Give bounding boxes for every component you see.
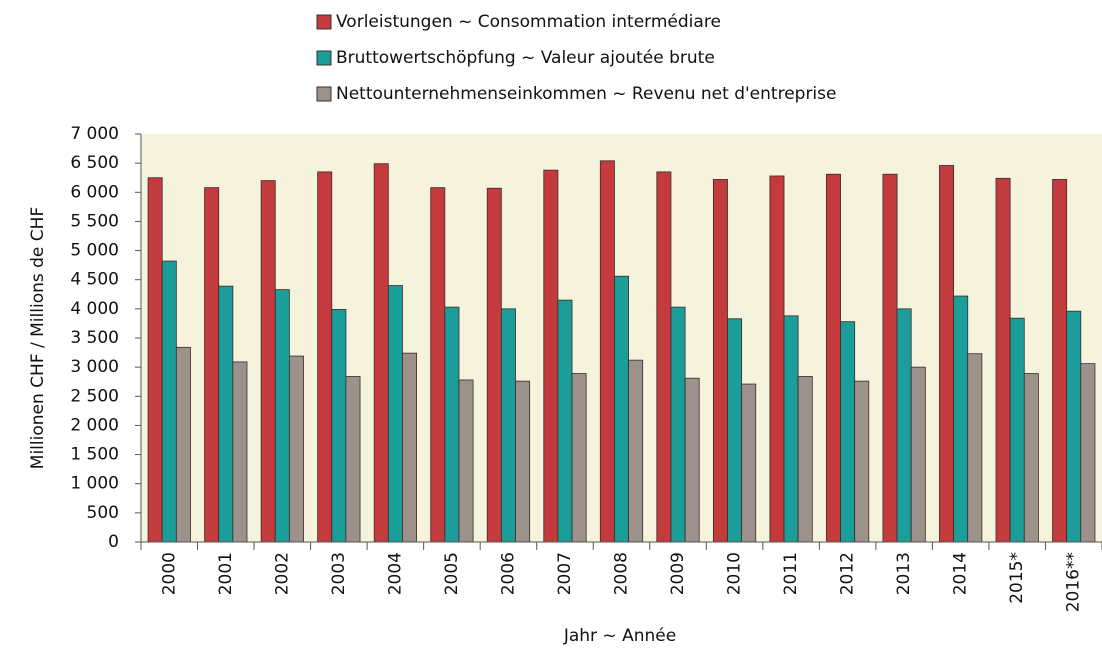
bar (854, 380, 870, 543)
x-tick-label: 2000 (159, 552, 179, 595)
bar (656, 171, 672, 543)
bar (670, 306, 686, 543)
bar (345, 376, 361, 543)
legend-swatch (316, 86, 332, 102)
bar (1052, 179, 1068, 543)
bar (204, 187, 220, 543)
bar (797, 376, 813, 543)
bar (882, 173, 898, 543)
bar (543, 169, 559, 543)
bar (232, 361, 248, 543)
legend-swatch (316, 50, 332, 66)
bar (387, 285, 403, 543)
x-tick-label: 2004 (385, 552, 405, 595)
bar (430, 187, 446, 543)
x-tick-label: 2008 (612, 552, 632, 595)
y-tick-label: 3 000 (70, 357, 119, 377)
legend-label: Nettounternehmenseinkommen ~ Revenu net … (336, 84, 836, 104)
bar (741, 383, 757, 543)
bar (910, 366, 926, 543)
y-tick-label: 5 500 (70, 211, 119, 231)
x-tick-label: 2011 (781, 552, 801, 595)
bar (373, 163, 389, 543)
bar (1009, 317, 1025, 543)
legend-swatch (316, 14, 332, 30)
y-tick-label: 2 500 (70, 386, 119, 406)
bar (826, 173, 841, 543)
bar (444, 306, 460, 543)
bar (274, 289, 290, 543)
y-axis-label: Millionen CHF / Millions de CHF (28, 207, 48, 469)
y-tick-label: 4 500 (70, 270, 119, 290)
x-tick-label: 2013 (894, 552, 914, 595)
bar (402, 352, 417, 543)
y-tick-label: 4 000 (70, 299, 119, 319)
y-tick-label: 3 500 (70, 328, 119, 348)
bar (712, 179, 728, 543)
bar (175, 346, 191, 543)
x-tick-label: 2007 (555, 552, 575, 595)
x-axis-label: Jahr ~ Année (563, 626, 676, 646)
bar (953, 295, 969, 543)
x-tick-label: 2009 (668, 552, 688, 595)
bar (769, 175, 785, 543)
bar (571, 373, 587, 543)
legend-label: Bruttowertschöpfung ~ Valeur ajoutée bru… (336, 48, 715, 68)
bar (288, 355, 304, 543)
x-tick-label: 2003 (329, 552, 349, 595)
bar (557, 299, 573, 543)
y-tick-label: 7 000 (70, 124, 119, 144)
y-tick-label: 2 000 (70, 415, 119, 435)
x-tick-label: 2015* (1007, 552, 1027, 604)
bar (967, 353, 983, 543)
y-tick-label: 1 000 (70, 474, 119, 494)
x-tick-label: 2005 (442, 552, 462, 595)
bar (939, 165, 955, 543)
x-tick-label: 2016** (1064, 552, 1084, 612)
bar (1080, 363, 1096, 543)
bar (331, 309, 347, 543)
bar (1066, 310, 1082, 543)
bar (161, 260, 177, 543)
bar (500, 308, 516, 543)
x-tick-label: 2012 (838, 552, 858, 595)
x-tick-label: 2010 (725, 552, 745, 595)
legend-label: Vorleistungen ~ Consommation intermédiar… (336, 12, 721, 32)
bar (896, 308, 912, 543)
y-tick-label: 1 500 (70, 445, 119, 465)
bar (783, 315, 799, 543)
x-tick-label: 2001 (216, 552, 236, 595)
x-tick-label: 2014 (951, 552, 971, 595)
x-tick-label: 2002 (272, 552, 292, 595)
y-tick-label: 6 500 (70, 153, 119, 173)
bar (599, 160, 615, 543)
y-tick-label: 6 000 (70, 182, 119, 202)
bar (614, 275, 629, 543)
bar (260, 180, 276, 543)
bar (515, 380, 531, 543)
bar (684, 377, 700, 543)
bar (628, 359, 644, 543)
y-tick-label: 5 000 (70, 241, 119, 261)
bar (147, 177, 163, 543)
y-tick-label: 500 (87, 503, 119, 523)
bar (840, 321, 856, 543)
y-tick-label: 0 (108, 532, 119, 552)
bar (218, 285, 234, 543)
bar (995, 177, 1011, 543)
bar (317, 171, 333, 543)
bar (486, 187, 502, 543)
bar (458, 379, 474, 543)
bar (1023, 373, 1039, 543)
bar (727, 318, 743, 543)
x-tick-label: 2006 (498, 552, 518, 595)
